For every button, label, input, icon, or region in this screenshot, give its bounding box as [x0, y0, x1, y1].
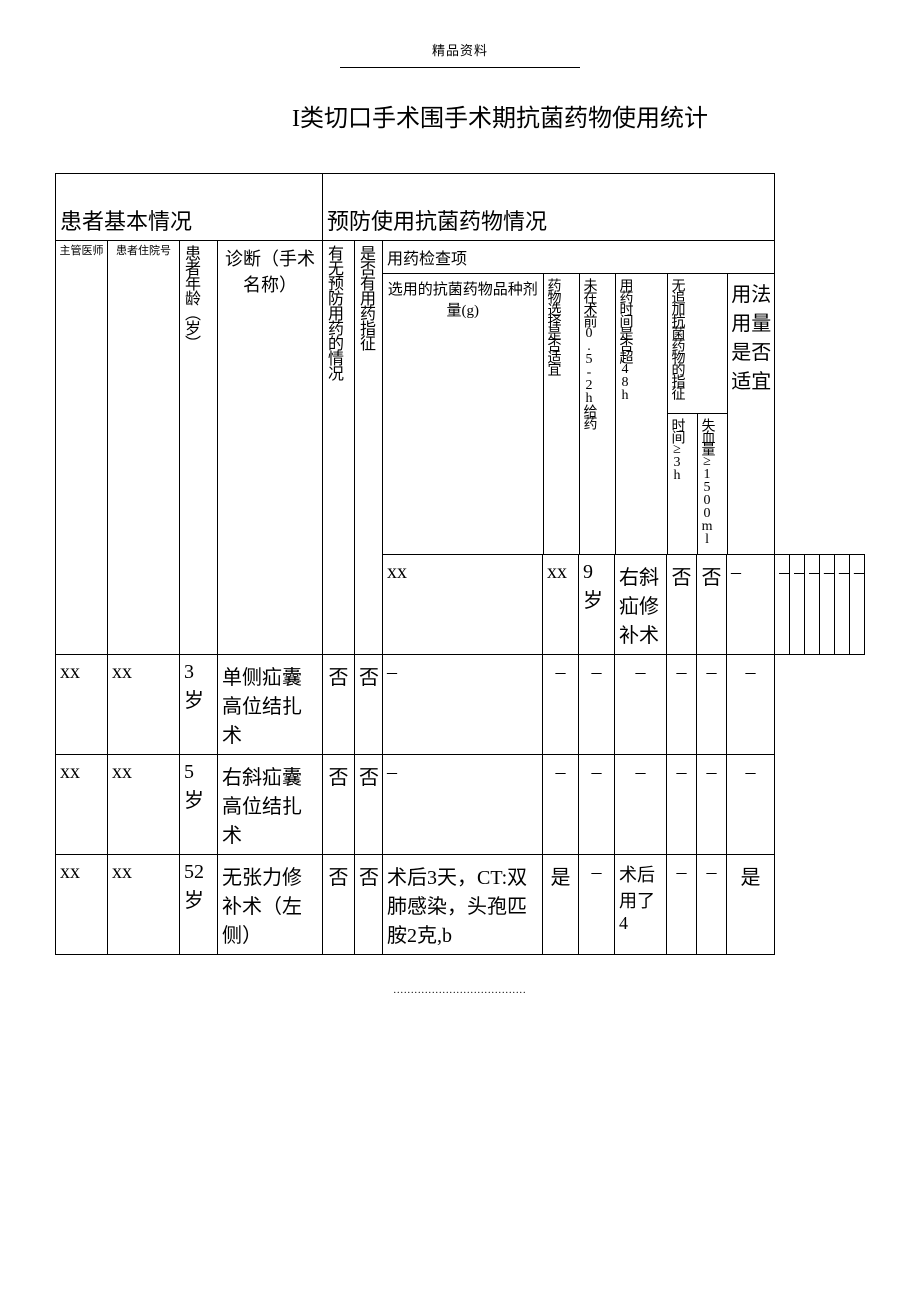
col-hospital-no: 患者住院号: [108, 241, 180, 655]
cell-hospital: xx: [543, 555, 579, 655]
col-prevention: 有无预防用药的情况: [323, 241, 355, 655]
cell-age: 9岁: [579, 555, 615, 655]
sub-split: 时间≥3h 失血量≥1500ml: [667, 414, 727, 555]
column-header-row: 主管医师 患者住院号 患者年龄（岁） 诊断（手术名称） 有无预防用药的情况 是否…: [56, 241, 865, 555]
col-3h: 时间≥3h: [668, 414, 698, 554]
cell-hospital: xx: [108, 855, 180, 955]
cell-blood: –: [835, 555, 850, 655]
col-drug-used: 选用的抗菌药物品种剂量(g): [383, 274, 543, 555]
col-pre-op: 未在术前0.5-2h给药: [579, 274, 615, 555]
cell-diagnosis: 右斜疝修补术: [615, 555, 667, 655]
cell-doctor: xx: [383, 555, 543, 655]
cell-3h: –: [667, 755, 697, 855]
cell-age: 52岁: [180, 855, 218, 955]
cell-indication: 否: [697, 555, 727, 655]
table-row: xx xx 3岁 单侧疝囊高位结扎术 否 否 – – – – – – –: [56, 655, 865, 755]
cell-drug: –: [383, 755, 543, 855]
cell-prevention: 否: [323, 755, 355, 855]
cell-blood: –: [697, 755, 727, 855]
cell-indication: 否: [355, 855, 383, 955]
cell-blood: –: [697, 855, 727, 955]
cell-drug: –: [383, 655, 543, 755]
cell-hospital: xx: [108, 655, 180, 755]
cell-indication: 否: [355, 655, 383, 755]
cell-48h: 术后用了4: [615, 855, 667, 955]
statistics-table: 患者基本情况 预防使用抗菌药物情况 主管医师 患者住院号 患者年龄（岁） 诊断（…: [55, 173, 865, 955]
table-row: xx xx 52岁 无张力修补术（左侧） 否 否 术后3天，CT:双肺感染，头孢…: [56, 855, 865, 955]
col-doctor: 主管医师: [56, 241, 108, 655]
header-underline: [340, 67, 580, 68]
cell-usage: –: [727, 655, 775, 755]
cell-doctor: xx: [56, 755, 108, 855]
cell-prevention: 否: [323, 855, 355, 955]
cell-preop: –: [579, 755, 615, 855]
cell-hospital: xx: [108, 755, 180, 855]
cell-appropriate: 是: [543, 855, 579, 955]
col-drug-appropriate: 药物选择是否适宜: [543, 274, 579, 555]
cell-3h: –: [667, 855, 697, 955]
col-diagnosis: 诊断（手术名称）: [218, 241, 323, 655]
check-group-cell: 用药检查项 选用的抗菌药物品种剂量(g) 药物选择是否适宜 未在术前0.5-2h…: [383, 241, 775, 555]
cell-prevention: 否: [323, 655, 355, 755]
cell-blood: –: [697, 655, 727, 755]
cell-usage: –: [850, 555, 865, 655]
cell-48h: –: [615, 655, 667, 755]
col-blood: 失血量≥1500ml: [697, 414, 727, 554]
cell-3h: –: [667, 655, 697, 755]
table-row: xx xx 5岁 右斜疝囊高位结扎术 否 否 – – – – – – –: [56, 755, 865, 855]
prevention-section-header: 预防使用抗菌药物情况: [323, 174, 775, 241]
cell-diagnosis: 右斜疝囊高位结扎术: [218, 755, 323, 855]
cell-diagnosis: 单侧疝囊高位结扎术: [218, 655, 323, 755]
cell-preop: –: [579, 655, 615, 755]
footer-dots: ......................................: [55, 985, 865, 996]
header-label: 精品资料: [55, 40, 865, 59]
col-age: 患者年龄（岁）: [180, 241, 218, 655]
col-indication: 是否有用药指征: [355, 241, 383, 655]
cell-drug: –: [727, 555, 775, 655]
cell-usage: 是: [727, 855, 775, 955]
cell-drug: 术后3天，CT:双肺感染，头孢匹胺2克,b: [383, 855, 543, 955]
cell-doctor: xx: [56, 655, 108, 755]
cell-appropriate: –: [775, 555, 790, 655]
cell-age: 3岁: [180, 655, 218, 755]
cell-indication: 否: [355, 755, 383, 855]
cell-48h: –: [805, 555, 820, 655]
cell-usage: –: [727, 755, 775, 855]
section-header-row: 患者基本情况 预防使用抗菌药物情况: [56, 174, 865, 241]
page-title: I类切口手术围手术期抗菌药物使用统计: [55, 98, 865, 133]
cell-diagnosis: 无张力修补术（左侧）: [218, 855, 323, 955]
patient-section-header: 患者基本情况: [56, 174, 323, 241]
col-usage: 用法用量是否适宜: [727, 274, 775, 555]
col-no-add: 无追加抗菌药物的指征: [667, 274, 727, 414]
cell-appropriate: –: [543, 755, 579, 855]
cell-preop: –: [790, 555, 805, 655]
cell-3h: –: [820, 555, 835, 655]
cell-prevention: 否: [667, 555, 697, 655]
cell-age: 5岁: [180, 755, 218, 855]
cell-doctor: xx: [56, 855, 108, 955]
col-48h: 用药时间是否超48h: [615, 274, 667, 555]
cell-appropriate: –: [543, 655, 579, 755]
cell-preop: –: [579, 855, 615, 955]
cell-48h: –: [615, 755, 667, 855]
